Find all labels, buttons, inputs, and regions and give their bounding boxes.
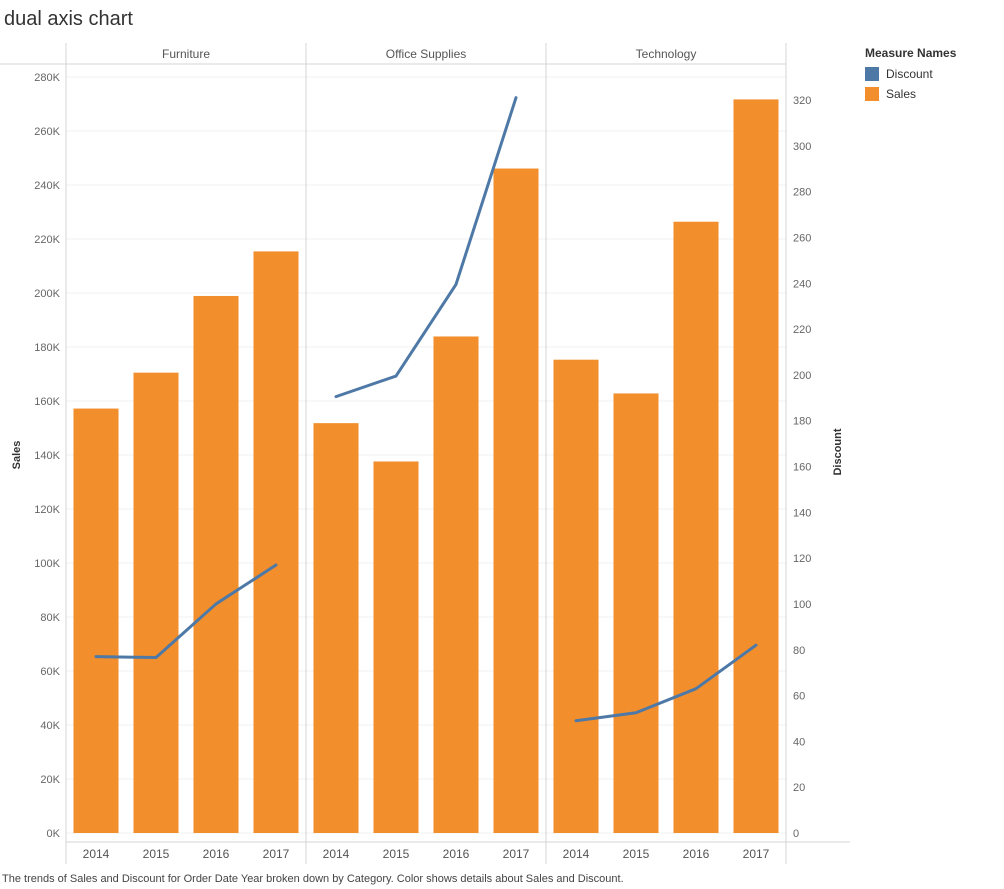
legend: Measure Names Discount Sales (865, 46, 956, 104)
y-left-tick-label: 160K (34, 396, 60, 408)
y-left-tick-label: 40K (40, 720, 60, 732)
y-right-tick-label: 100 (793, 599, 811, 611)
x-tick-label: 2017 (263, 847, 290, 861)
line-discount[interactable] (574, 643, 758, 723)
y-right-axis-title: Discount (832, 428, 844, 475)
y-left-tick-label: 20K (40, 774, 60, 786)
y-right-tick-label: 320 (793, 95, 811, 107)
legend-item-discount[interactable]: Discount (865, 64, 956, 84)
legend-swatch-discount (865, 67, 879, 81)
y-left-tick-label: 180K (34, 342, 60, 354)
y-left-tick-label: 280K (34, 72, 60, 84)
y-right-tick-label: 180 (793, 416, 811, 428)
y-left-tick-label: 80K (40, 612, 60, 624)
y-left-tick-label: 60K (40, 666, 60, 678)
y-right-tick-label: 260 (793, 232, 811, 244)
y-right-tick-label: 80 (793, 645, 805, 657)
bar-sales[interactable] (313, 423, 359, 833)
y-right-tick-label: 40 (793, 736, 805, 748)
x-tick-label: 2015 (623, 847, 650, 861)
bar-sales[interactable] (73, 408, 119, 833)
x-tick-label: 2016 (443, 847, 470, 861)
y-left-axis-title: Sales (11, 441, 23, 470)
x-tick-label: 2014 (83, 847, 110, 861)
y-right-tick-label: 160 (793, 462, 811, 474)
bar-sales[interactable] (673, 221, 719, 834)
y-right-tick-label: 20 (793, 782, 805, 794)
bar-sales[interactable] (493, 168, 539, 833)
x-tick-label: 2016 (203, 847, 230, 861)
category-header: Technology (636, 47, 697, 61)
y-left-tick-label: 200K (34, 288, 60, 300)
x-tick-label: 2017 (503, 847, 530, 861)
y-left-tick-label: 260K (34, 126, 60, 138)
y-right-tick-label: 120 (793, 553, 811, 565)
bar-sales[interactable] (613, 393, 659, 833)
y-left-tick-label: 120K (34, 504, 60, 516)
bar-sales[interactable] (733, 99, 779, 833)
category-header: Office Supplies (386, 47, 467, 61)
line-discount[interactable] (334, 96, 518, 399)
y-left-tick-label: 240K (34, 180, 60, 192)
bar-sales[interactable] (193, 295, 239, 834)
y-right-tick-label: 140 (793, 507, 811, 519)
legend-item-sales[interactable]: Sales (865, 84, 956, 104)
y-right-tick-label: 240 (793, 278, 811, 290)
y-left-tick-label: 100K (34, 558, 60, 570)
category-header: Furniture (162, 47, 210, 61)
legend-label-discount: Discount (886, 67, 933, 81)
x-tick-label: 2017 (743, 847, 770, 861)
y-right-tick-label: 60 (793, 691, 805, 703)
x-tick-label: 2014 (563, 847, 590, 861)
x-tick-label: 2016 (683, 847, 710, 861)
x-tick-label: 2015 (143, 847, 170, 861)
bar-sales[interactable] (373, 461, 419, 833)
legend-title: Measure Names (865, 46, 957, 60)
bar-sales[interactable] (433, 336, 479, 833)
bar-sales[interactable] (133, 372, 179, 833)
y-left-tick-label: 0K (47, 828, 61, 840)
y-right-tick-label: 200 (793, 370, 811, 382)
bar-sales[interactable] (553, 359, 599, 833)
y-right-tick-label: 300 (793, 141, 811, 153)
chart-title: dual axis chart (4, 8, 133, 30)
y-left-tick-label: 220K (34, 234, 60, 246)
legend-label-sales: Sales (886, 87, 917, 101)
y-left-tick-label: 140K (34, 450, 60, 462)
y-right-tick-label: 0 (793, 828, 799, 840)
x-tick-label: 2014 (323, 847, 350, 861)
legend-swatch-sales (865, 87, 879, 101)
x-tick-label: 2015 (383, 847, 410, 861)
y-right-tick-label: 280 (793, 187, 811, 199)
line-discount[interactable] (94, 563, 278, 660)
bar-sales[interactable] (253, 251, 299, 834)
chart-caption: The trends of Sales and Discount for Ord… (2, 873, 624, 885)
y-right-tick-label: 220 (793, 324, 811, 336)
